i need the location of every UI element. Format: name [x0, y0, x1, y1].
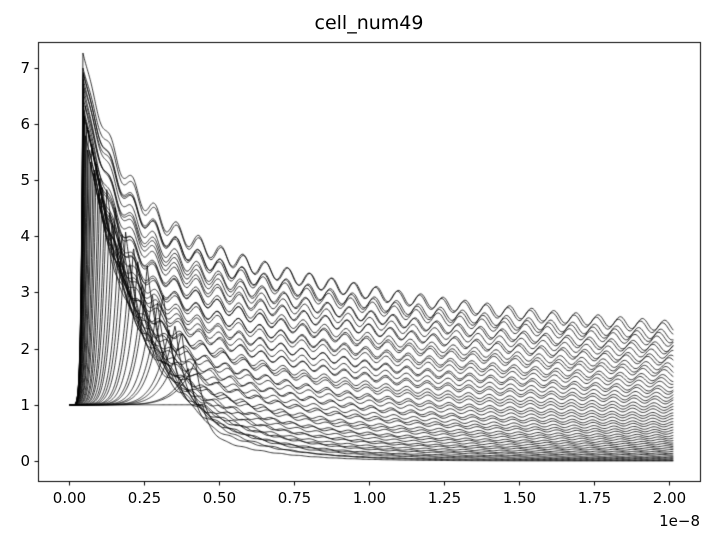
y-tick-label: 2	[20, 339, 30, 358]
x-tick-label: 1.00	[352, 489, 387, 507]
y-tick-label: 7	[20, 58, 30, 77]
y-tick-label: 6	[20, 114, 30, 133]
x-tick-label: 0.25	[127, 489, 162, 507]
x-tick-label: 0.00	[52, 489, 87, 507]
y-tick-label: 5	[20, 170, 30, 189]
x-tick-label: 1.75	[577, 489, 612, 507]
x-tick-label: 0.50	[202, 489, 237, 507]
x-tick-label: 1.25	[427, 489, 462, 507]
chart-title: cell_num49	[314, 12, 424, 34]
y-tick-label: 3	[20, 282, 30, 301]
y-tick-label: 0	[20, 451, 30, 470]
x-tick-label: 1.50	[502, 489, 537, 507]
x-tick-label: 2.00	[652, 489, 687, 507]
y-tick-label: 4	[20, 226, 30, 245]
x-tick-label: 0.75	[277, 489, 312, 507]
y-tick-label: 1	[20, 395, 30, 414]
x-axis-offset-label: 1e−8	[659, 512, 700, 530]
